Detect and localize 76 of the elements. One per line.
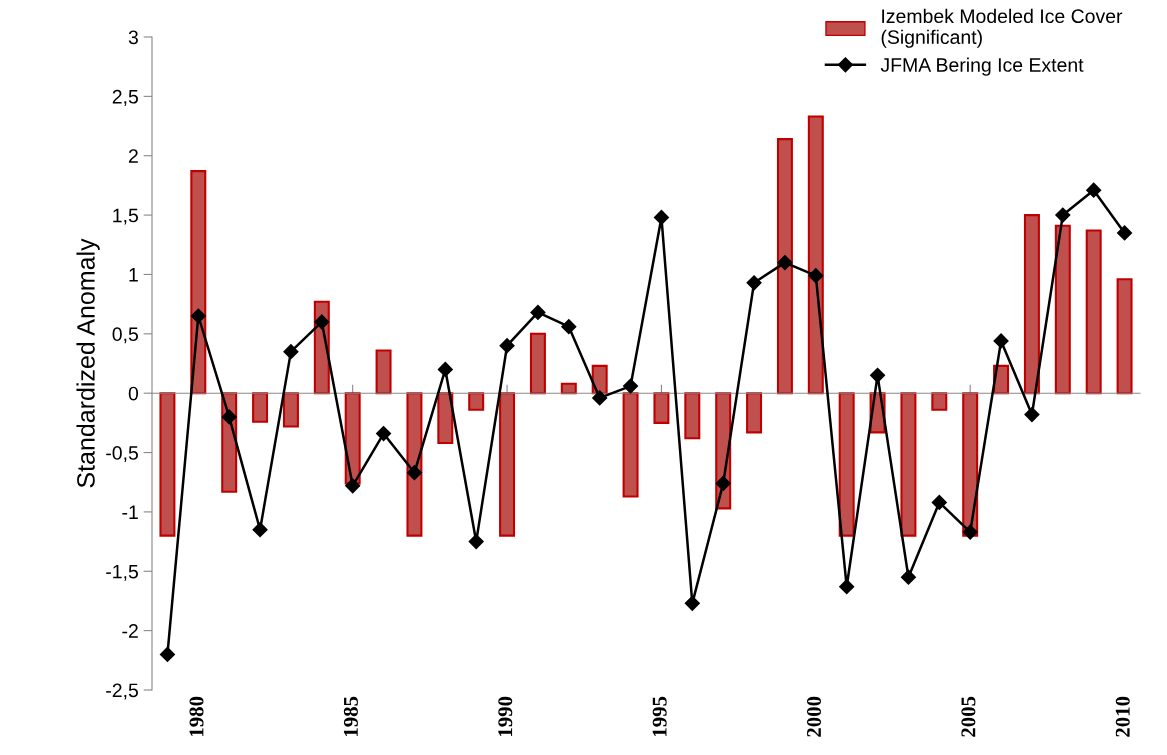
bar bbox=[1023, 214, 1040, 395]
bar bbox=[375, 349, 392, 395]
y-tick-label: 1 bbox=[129, 268, 138, 282]
y-tick-label: 2,5 bbox=[112, 89, 138, 106]
bar bbox=[1085, 229, 1102, 395]
bar bbox=[468, 392, 485, 411]
point bbox=[746, 275, 762, 291]
y-tick-label: -0,5 bbox=[106, 446, 138, 463]
bar bbox=[282, 392, 299, 428]
y-tick-label: -2 bbox=[122, 624, 138, 638]
point bbox=[592, 390, 608, 406]
point bbox=[777, 255, 793, 271]
bar bbox=[437, 392, 454, 445]
legend-label: Izembek Modeled Ice Cover (Significant) bbox=[881, 8, 1123, 48]
point bbox=[1024, 406, 1040, 423]
point bbox=[530, 304, 546, 321]
bar bbox=[776, 138, 793, 395]
bar bbox=[406, 392, 423, 537]
x-tick-label: 2010 bbox=[1115, 696, 1130, 737]
point bbox=[900, 569, 917, 585]
point bbox=[561, 319, 577, 335]
x-tick-label: 1980 bbox=[189, 696, 204, 736]
point bbox=[1116, 225, 1133, 241]
bar bbox=[529, 332, 546, 395]
point bbox=[375, 425, 392, 442]
point bbox=[839, 579, 855, 595]
point bbox=[468, 534, 484, 550]
bar bbox=[1116, 278, 1133, 395]
bar bbox=[807, 115, 824, 395]
point bbox=[684, 595, 700, 611]
bar bbox=[1054, 224, 1071, 395]
point bbox=[499, 338, 515, 354]
y-tick-label: 0 bbox=[128, 386, 139, 401]
point bbox=[1055, 207, 1071, 223]
bar bbox=[653, 392, 670, 424]
bar bbox=[746, 392, 763, 434]
bar bbox=[838, 392, 855, 537]
point bbox=[190, 308, 206, 324]
x-tick-label: 2005 bbox=[961, 696, 976, 737]
point bbox=[159, 646, 176, 662]
point bbox=[653, 209, 670, 226]
bar bbox=[499, 392, 516, 537]
point bbox=[283, 344, 299, 360]
point bbox=[221, 409, 237, 425]
point bbox=[437, 361, 453, 378]
point bbox=[622, 378, 639, 394]
point bbox=[345, 478, 361, 494]
point bbox=[869, 367, 886, 383]
point bbox=[808, 268, 824, 284]
y-tick-label: 0,5 bbox=[112, 327, 138, 344]
bar bbox=[622, 392, 639, 498]
legend-label: JFMA Bering Ice Extent bbox=[880, 57, 1084, 76]
x-tick-label: 1985 bbox=[343, 696, 358, 736]
y-tick-label: -1 bbox=[122, 505, 138, 519]
bar bbox=[684, 392, 701, 440]
point bbox=[931, 494, 947, 510]
x-tick-label: 1990 bbox=[498, 696, 513, 736]
y-tick-label: -1,5 bbox=[106, 564, 138, 581]
y-tick-label: 2 bbox=[128, 149, 138, 163]
bar bbox=[931, 392, 948, 411]
point bbox=[993, 333, 1009, 349]
y-tick-label: 3 bbox=[128, 30, 138, 45]
x-tick-label: 2000 bbox=[806, 696, 822, 737]
y-tick-label: -2,5 bbox=[106, 683, 138, 700]
point bbox=[1086, 182, 1102, 198]
point bbox=[962, 524, 978, 540]
point bbox=[715, 475, 731, 491]
bar bbox=[159, 392, 176, 537]
x-tick-label: 1995 bbox=[652, 696, 667, 736]
y-axis-title: Standardized Anomaly bbox=[76, 238, 100, 488]
point bbox=[252, 522, 268, 538]
bar bbox=[900, 392, 917, 537]
point bbox=[314, 314, 330, 330]
point bbox=[406, 465, 423, 481]
bar bbox=[252, 392, 269, 423]
y-tick-label: 1,5 bbox=[113, 208, 138, 225]
